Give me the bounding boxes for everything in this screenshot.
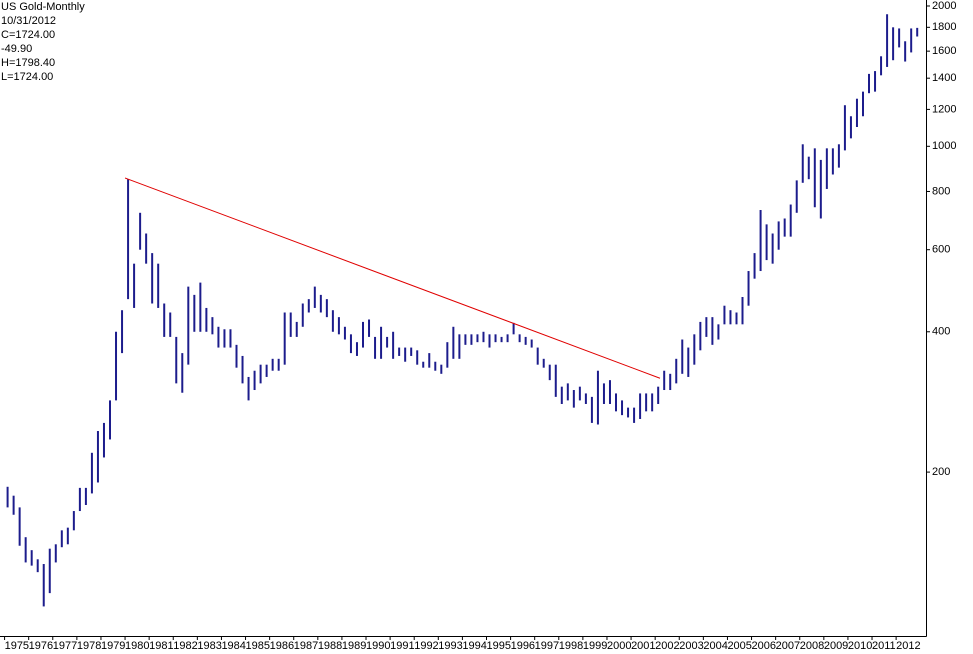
x-tick-label: 1985 [246,640,270,652]
x-tick-label: 2010 [848,640,872,652]
x-tick-label: 1989 [342,640,366,652]
y-tick-label: 1600 [932,45,956,57]
y-tick-label: 1000 [932,140,956,152]
x-tick-label: 1999 [583,640,607,652]
x-tick-label: 2012 [896,640,920,652]
y-tick-label: 1800 [932,21,956,33]
x-tick-label: 1997 [535,640,559,652]
x-tick-label: 1996 [511,640,535,652]
x-tick-label: 1992 [414,640,438,652]
y-tick-label: 200 [932,466,950,478]
x-tick-label: 2008 [800,640,824,652]
x-tick-label: 2007 [776,640,800,652]
x-tick-label: 1982 [173,640,197,652]
x-tick-label: 1995 [486,640,510,652]
x-tick-label: 2004 [703,640,727,652]
x-tick-label: 1990 [366,640,390,652]
info-low: L=1724.00 [1,71,53,83]
y-tick-label: 800 [932,185,950,197]
x-tick-label: 1980 [125,640,149,652]
x-tick-label: 1998 [559,640,583,652]
y-tick-label: 1200 [932,103,956,115]
y-tick-label: 1400 [932,72,956,84]
x-tick-label: 1975 [5,640,29,652]
info-high: H=1798.40 [1,57,55,69]
x-tick-label: 2001 [631,640,655,652]
trend-line [124,177,661,379]
y-tick-label: 600 [932,244,950,256]
x-tick-label: 1978 [77,640,101,652]
y-tick-label: 400 [932,326,950,338]
x-tick-label: 1988 [318,640,342,652]
chart-title: US Gold-Monthly [1,1,85,13]
x-tick-label: 1986 [270,640,294,652]
x-tick-label: 1994 [462,640,486,652]
x-tick-label: 2011 [872,640,896,652]
x-tick-label: 2009 [824,640,848,652]
info-close: C=1724.00 [1,29,55,41]
x-tick-label: 1983 [197,640,221,652]
info-date: 10/31/2012 [1,15,56,27]
x-tick-label: 1993 [438,640,462,652]
x-tick-label: 1979 [101,640,125,652]
x-tick-label: 2002 [655,640,679,652]
x-tick-label: 2000 [607,640,631,652]
x-tick-label: 1991 [390,640,414,652]
x-tick-label: 2003 [679,640,703,652]
x-tick-label: 1981 [149,640,173,652]
info-change: -49.90 [1,43,32,55]
x-tick-label: 1984 [221,640,245,652]
x-tick-label: 2006 [752,640,776,652]
x-tick-label: 2005 [727,640,751,652]
x-tick-label: 1976 [29,640,53,652]
x-tick-label: 1977 [53,640,77,652]
x-tick-label: 1987 [294,640,318,652]
y-tick-label: 2000 [932,0,956,12]
